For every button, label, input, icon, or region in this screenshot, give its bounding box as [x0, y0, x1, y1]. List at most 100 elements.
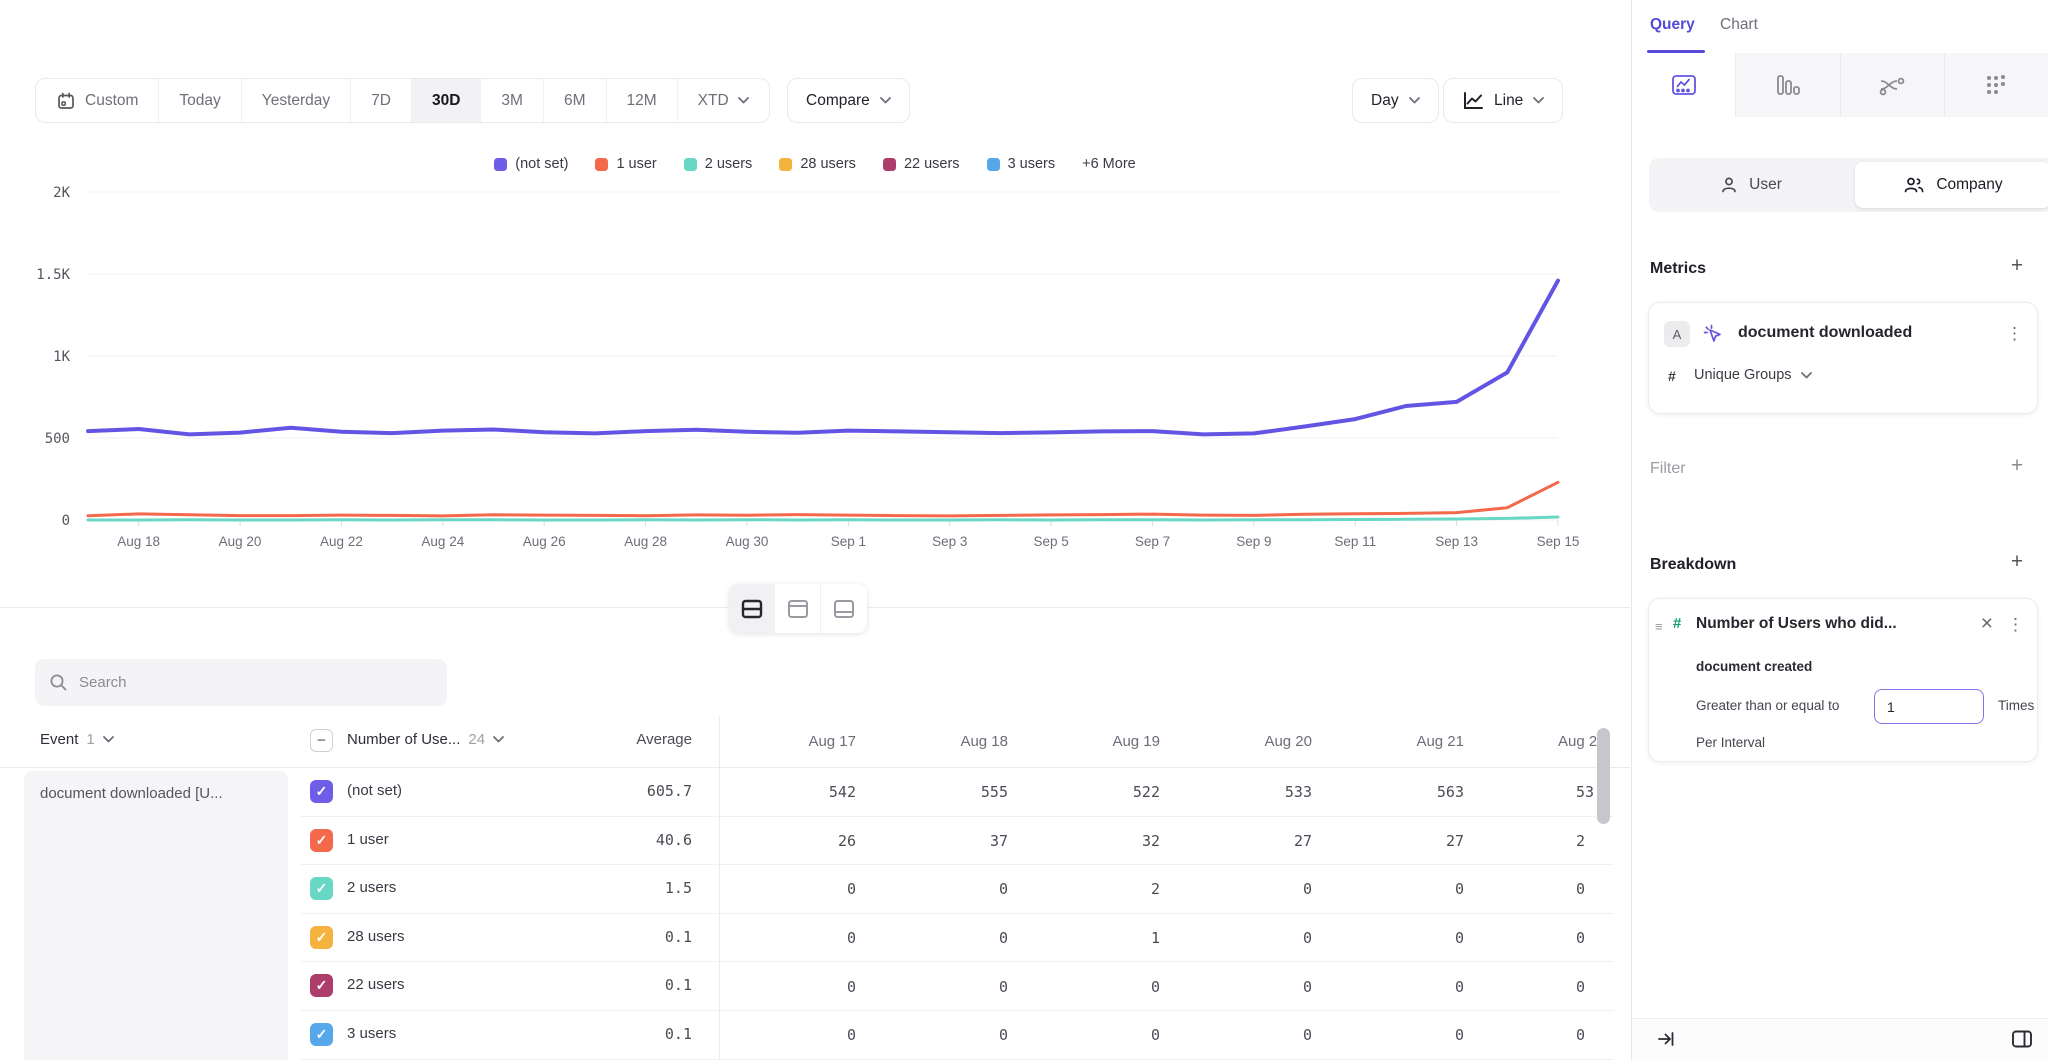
value-cell: 32 — [1024, 832, 1176, 850]
breakdown-condition-label: Greater than or equal to — [1696, 698, 1839, 713]
value-cell: 0 — [1176, 880, 1328, 898]
breakdown-event-name[interactable]: document created — [1696, 659, 1812, 674]
scope-company-button[interactable]: Company — [1855, 162, 2048, 208]
compare-button[interactable]: Compare — [787, 78, 910, 123]
range-yesterday[interactable]: Yesterday — [242, 79, 351, 122]
range-12m[interactable]: 12M — [607, 79, 678, 122]
panel-layout-toggle — [729, 584, 867, 633]
add-breakdown-button[interactable]: + — [2006, 552, 2028, 574]
search-input[interactable] — [79, 674, 433, 691]
value-cell: 533 — [1176, 783, 1328, 801]
layout-top-icon — [787, 599, 809, 619]
value-cell: 0 — [872, 880, 1024, 898]
row-values: 54255552253356353 — [720, 768, 1602, 817]
chart-type-scatter-button[interactable] — [1944, 53, 2048, 117]
table-row: ✓2 users1.5002000 — [0, 865, 1630, 914]
average-value: 0.1 — [665, 1025, 692, 1043]
range-30d[interactable]: 30D — [412, 79, 481, 122]
drag-handle-icon[interactable]: ≡ — [1655, 619, 1662, 634]
scope-user-button[interactable]: User — [1649, 158, 1853, 212]
company-icon — [1903, 176, 1925, 194]
metric-menu-button[interactable]: ⋮ — [2006, 325, 2023, 342]
range-xtd[interactable]: XTD — [678, 79, 769, 122]
series-checkbox[interactable]: ✓ — [310, 1023, 333, 1046]
breakdown-per-interval[interactable]: Per Interval — [1696, 735, 1765, 750]
series-checkbox[interactable]: ✓ — [310, 780, 333, 803]
chevron-down-icon — [880, 97, 891, 104]
value-cell: 0 — [872, 929, 1024, 947]
chart-type-bar-button[interactable] — [1735, 53, 1839, 117]
series-checkbox[interactable]: ✓ — [310, 829, 333, 852]
range-6m[interactable]: 6M — [544, 79, 607, 122]
x-axis-tick: Sep 3 — [932, 534, 967, 549]
value-cell: 37 — [872, 832, 1024, 850]
tab-chart[interactable]: Chart — [1720, 16, 1758, 34]
series-checkbox[interactable]: ✓ — [310, 877, 333, 900]
y-axis-tick: 1.5K — [36, 267, 70, 283]
value-cell: 0 — [1176, 1026, 1328, 1044]
value-cell: 0 — [872, 978, 1024, 996]
value-cell: 0 — [1480, 880, 1602, 898]
metric-card: A document downloaded ⋮ # Unique Groups — [1648, 302, 2038, 414]
breakdown-menu-button[interactable]: ⋮ — [2007, 616, 2024, 633]
value-cell: 522 — [1024, 783, 1176, 801]
table-body: document downloaded [U... ✓(not set)605.… — [0, 768, 1630, 1060]
interval-dropdown[interactable]: Day — [1352, 78, 1439, 123]
value-cell: 0 — [720, 880, 872, 898]
scope-company-label: Company — [1936, 176, 2002, 194]
chart-type-line-button[interactable] — [1632, 53, 1735, 117]
date-column-header: Aug 2 — [1480, 733, 1602, 750]
breakdown-title[interactable]: Number of Users who did... — [1696, 615, 1897, 633]
chart-type-flow-button[interactable] — [1840, 53, 1944, 117]
user-icon — [1720, 176, 1738, 194]
select-all-checkbox[interactable]: − — [310, 729, 333, 752]
flow-chart-icon — [1878, 73, 1906, 97]
metric-measure-dropdown[interactable]: Unique Groups — [1694, 367, 1812, 383]
series-checkbox[interactable]: ✓ — [310, 926, 333, 949]
x-axis-tick: Aug 18 — [117, 534, 160, 549]
tab-query[interactable]: Query — [1650, 16, 1695, 34]
series-label: 2 users — [347, 879, 396, 896]
value-cell: 27 — [1176, 832, 1328, 850]
query-panel: Query Chart — [1631, 0, 2048, 1060]
table-row: ✓3 users0.1000000 — [0, 1011, 1630, 1060]
date-column-header: Aug 17 — [720, 733, 872, 750]
split-view-icon[interactable] — [2010, 1028, 2034, 1050]
value-cell: 0 — [872, 1026, 1024, 1044]
x-axis-tick: Aug 20 — [219, 534, 262, 549]
breakdown-section-header: Breakdown — [1650, 556, 1736, 574]
horizontal-scrollbar-thumb[interactable] — [1597, 728, 1610, 824]
layout-table-only-button[interactable] — [821, 584, 867, 633]
series-column-header[interactable]: Number of Use... 24 — [347, 731, 504, 748]
add-metric-button[interactable]: + — [2006, 256, 2028, 278]
layout-chart-only-button[interactable] — [775, 584, 821, 633]
chevron-down-icon — [103, 736, 114, 743]
range-7d[interactable]: 7D — [351, 79, 412, 122]
metric-event-name[interactable]: document downloaded — [1738, 324, 1912, 342]
add-filter-button[interactable]: + — [2006, 456, 2028, 478]
scope-user-label: User — [1749, 176, 1782, 194]
layout-split-button[interactable] — [729, 584, 775, 633]
breakdown-value-input[interactable] — [1874, 689, 1984, 724]
series-checkbox[interactable]: ✓ — [310, 974, 333, 997]
series-label: 22 users — [347, 976, 405, 993]
compare-label: Compare — [806, 92, 870, 110]
value-cell: 0 — [1328, 978, 1480, 996]
collapse-panel-icon[interactable] — [1656, 1029, 1676, 1049]
average-value: 0.1 — [665, 928, 692, 946]
range-custom[interactable]: Custom — [36, 79, 159, 122]
x-axis-tick: Sep 13 — [1435, 534, 1478, 549]
series-header-label: Number of Use... — [347, 731, 460, 748]
scatter-chart-icon — [1983, 73, 2009, 97]
range-3m[interactable]: 3M — [481, 79, 544, 122]
average-value: 605.7 — [647, 782, 692, 800]
event-column-header[interactable]: Event 1 — [40, 731, 114, 748]
chart-type-dropdown[interactable]: Line — [1443, 78, 1563, 123]
remove-breakdown-button[interactable]: × — [1981, 613, 1993, 634]
calendar-icon — [56, 91, 76, 111]
date-column-header: Aug 19 — [1024, 733, 1176, 750]
range-today[interactable]: Today — [159, 79, 241, 122]
chart-type-tabs — [1632, 53, 2048, 117]
value-cell: 0 — [1480, 978, 1602, 996]
breakdown-unit-label: Times — [1998, 698, 2034, 713]
